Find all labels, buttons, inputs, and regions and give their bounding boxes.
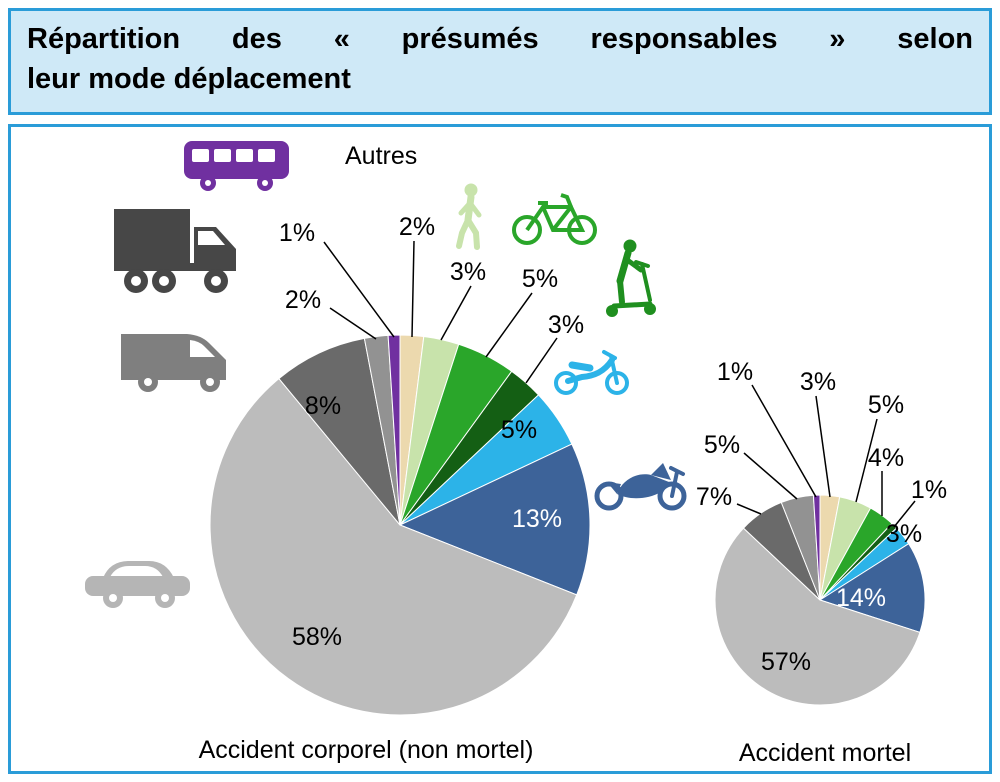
motorcycle-icon (593, 450, 688, 512)
bicycle-icon (512, 183, 597, 247)
kick-scooter-icon (598, 238, 658, 322)
page-title-line1: Répartition des « présumés responsables … (27, 23, 973, 55)
title-banner: Répartition des « présumés responsables … (8, 8, 992, 115)
page-title-line2: leur mode déplacement (27, 63, 351, 96)
pedestrian-icon (452, 183, 488, 252)
moped-icon (552, 338, 632, 398)
van-icon (118, 318, 237, 397)
truck-icon (112, 203, 240, 296)
autres-label: Autres (345, 142, 418, 170)
caption-accident-corporel: Accident corporel (non mortel) (198, 736, 534, 764)
bus-icon (183, 138, 290, 192)
caption-accident-mortel: Accident mortel (738, 739, 912, 767)
car-icon (83, 548, 192, 612)
